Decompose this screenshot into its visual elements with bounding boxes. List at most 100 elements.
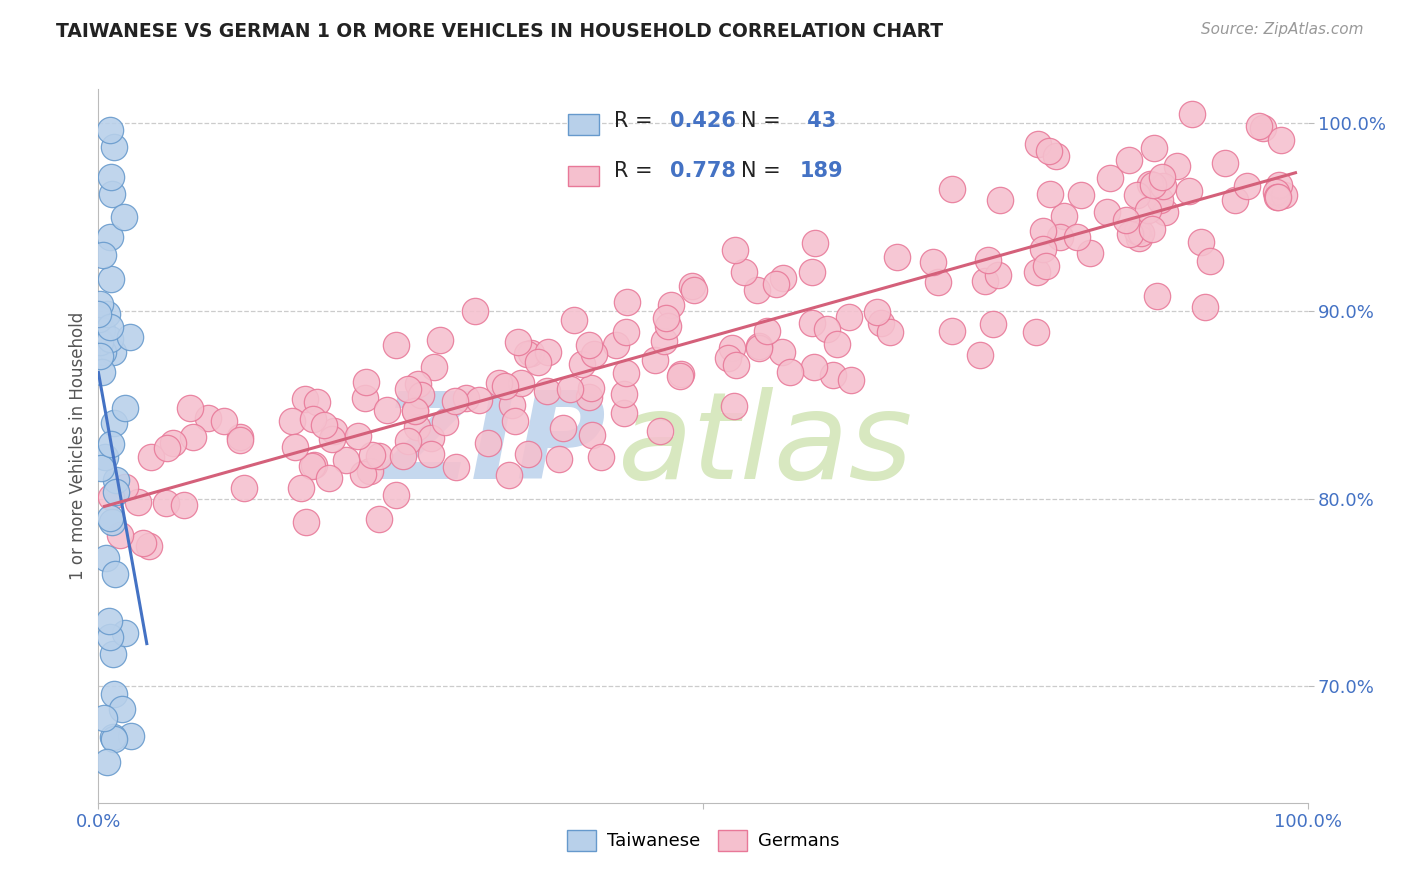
Point [98, 320, 121, 334]
Point [616, 294, 638, 309]
Point [1118, 153, 1140, 167]
Point [1032, 224, 1054, 238]
Point [361, 448, 384, 462]
Point [721, 341, 744, 355]
Point [406, 376, 429, 391]
Point [444, 393, 467, 408]
Point [589, 450, 612, 465]
Point [377, 402, 399, 417]
Point [1198, 253, 1220, 268]
Point [98, 230, 121, 244]
Text: 189: 189 [800, 161, 844, 180]
Point [101, 187, 124, 202]
Point [981, 317, 1004, 331]
Point [90, 460, 112, 475]
Point [755, 324, 778, 338]
Point [605, 337, 627, 351]
Point [498, 467, 520, 482]
Point [179, 401, 201, 416]
Point [1078, 246, 1101, 260]
Point [657, 318, 679, 333]
Point [100, 491, 122, 505]
Point [1251, 120, 1274, 135]
Point [406, 420, 429, 434]
Point [295, 515, 318, 529]
Text: 43: 43 [800, 112, 837, 131]
Point [1140, 222, 1163, 236]
Point [97, 614, 120, 628]
Text: 0.778: 0.778 [669, 161, 735, 180]
Point [837, 310, 859, 324]
Point [941, 324, 963, 338]
Point [323, 424, 346, 438]
Point [94, 550, 117, 565]
Point [103, 687, 125, 701]
Point [346, 429, 368, 443]
Point [1118, 227, 1140, 241]
Bar [568, 114, 599, 135]
Point [422, 359, 444, 374]
Point [800, 316, 823, 330]
Point [772, 271, 794, 285]
Point [301, 459, 323, 474]
Point [321, 433, 343, 447]
Point [927, 276, 949, 290]
Point [654, 311, 676, 326]
Point [100, 272, 122, 286]
Point [987, 268, 1010, 283]
Point [748, 338, 770, 352]
Point [101, 516, 124, 530]
Point [652, 334, 675, 348]
Point [112, 211, 135, 225]
Point [1267, 190, 1289, 204]
Point [1194, 300, 1216, 314]
Text: ZIP: ZIP [382, 387, 606, 505]
Point [1236, 179, 1258, 194]
Point [562, 313, 585, 327]
Point [318, 471, 340, 485]
Point [404, 403, 426, 417]
Point [815, 322, 838, 336]
Point [101, 731, 124, 745]
Point [197, 410, 219, 425]
Point [804, 235, 827, 250]
Point [290, 481, 312, 495]
Point [1149, 193, 1171, 207]
Point [648, 424, 671, 438]
Point [396, 434, 419, 448]
Point [367, 449, 389, 463]
Point [420, 431, 443, 445]
Point [578, 337, 600, 351]
Y-axis label: 1 or more Vehicles in Household: 1 or more Vehicles in Household [69, 312, 87, 580]
Point [464, 303, 486, 318]
Point [941, 182, 963, 196]
Point [1189, 235, 1212, 249]
Point [284, 440, 307, 454]
Point [114, 480, 136, 494]
Point [312, 418, 335, 433]
Point [385, 488, 408, 502]
Point [114, 401, 136, 416]
Point [100, 437, 122, 451]
Point [1035, 259, 1057, 273]
Point [1049, 230, 1071, 244]
Point [302, 412, 325, 426]
Point [89, 335, 111, 350]
Point [120, 330, 142, 344]
Point [419, 447, 441, 461]
Point [578, 390, 600, 404]
Point [103, 647, 125, 661]
Point [404, 403, 426, 417]
Point [886, 250, 908, 264]
Point [434, 415, 457, 429]
Legend: Taiwanese, Germans: Taiwanese, Germans [560, 822, 846, 858]
Point [1181, 106, 1204, 120]
Point [1126, 187, 1149, 202]
Point [1053, 209, 1076, 223]
Point [132, 536, 155, 550]
Point [681, 279, 703, 293]
Point [392, 449, 415, 463]
Point [294, 392, 316, 407]
Point [1038, 144, 1060, 158]
Point [1142, 178, 1164, 192]
